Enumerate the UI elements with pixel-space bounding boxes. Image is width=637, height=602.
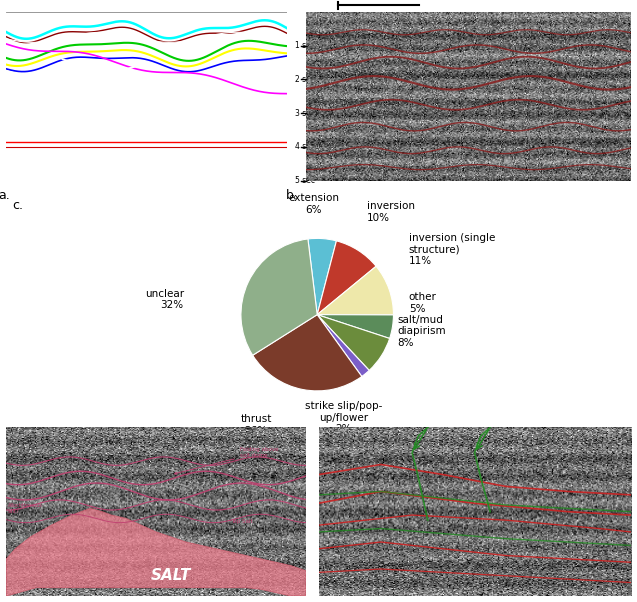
Text: other
5%: other 5%: [409, 293, 436, 314]
Text: 2 sec: 2 sec: [295, 75, 315, 84]
Text: c.: c.: [13, 199, 24, 212]
Wedge shape: [308, 238, 336, 315]
Wedge shape: [317, 315, 369, 376]
Text: Folding above
salt dome: Folding above salt dome: [175, 447, 278, 474]
Text: 3 sec: 3 sec: [295, 109, 315, 117]
Text: 1 sec: 1 sec: [295, 42, 315, 50]
Text: a.: a.: [0, 189, 10, 202]
Wedge shape: [317, 315, 394, 338]
Text: SALT: SALT: [151, 568, 191, 583]
Text: 5 sec: 5 sec: [295, 176, 315, 185]
Wedge shape: [317, 241, 376, 315]
Text: 1km: 1km: [338, 0, 359, 2]
Wedge shape: [253, 315, 362, 391]
Wedge shape: [241, 239, 317, 355]
Wedge shape: [317, 266, 394, 315]
Text: extension
6%: extension 6%: [288, 193, 339, 215]
Text: b.: b.: [286, 189, 298, 202]
Text: Allochthonous
salt?: Allochthonous salt?: [8, 503, 43, 514]
Text: Top Salt: Top Salt: [231, 520, 252, 524]
Polygon shape: [6, 508, 306, 596]
Wedge shape: [317, 315, 390, 370]
Text: unclear
32%: unclear 32%: [145, 288, 183, 310]
Text: thrust
26%: thrust 26%: [241, 414, 272, 436]
Text: inversion
10%: inversion 10%: [367, 201, 415, 223]
Text: 4 sec: 4 sec: [295, 143, 315, 151]
Text: salt/mud
diapirism
8%: salt/mud diapirism 8%: [397, 315, 446, 348]
Text: strike slip/pop-
up/flower
2%: strike slip/pop- up/flower 2%: [305, 401, 383, 434]
Text: inversion (single
structure)
11%: inversion (single structure) 11%: [409, 233, 495, 267]
